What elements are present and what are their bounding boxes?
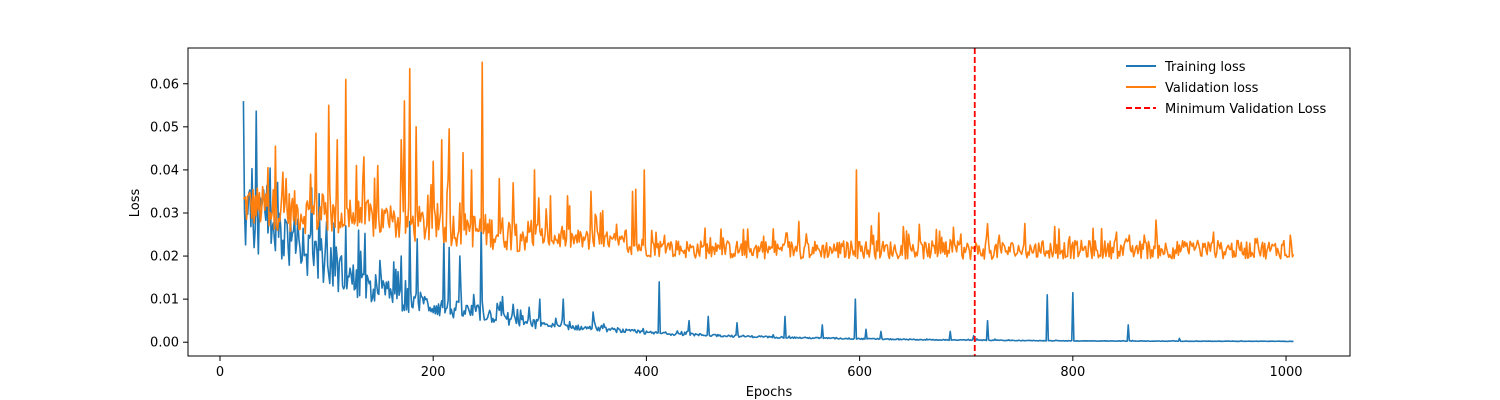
y-tick-label: 0.06 [150,77,179,92]
y-axis-label: Loss [128,189,143,218]
x-axis: 0 200 400 600 800 1000 [216,356,1303,380]
y-tick-label: 0.02 [150,250,179,265]
x-tick-label: 1000 [1269,365,1302,380]
legend-label-validation: Validation loss [1165,81,1259,96]
legend: Training loss Validation loss Minimum Va… [1126,60,1326,117]
x-tick-label: 200 [421,365,446,380]
y-tick-label: 0.04 [150,163,179,178]
plot-area [188,48,1350,356]
series-layer [242,48,1295,356]
y-tick-label: 0.01 [150,293,179,308]
y-tick-label: 0.05 [150,120,179,135]
x-axis-label: Epochs [746,385,793,400]
y-axis: 0.00 0.01 0.02 0.03 0.04 0.05 0.06 [150,77,188,351]
y-tick-label: 0.03 [150,206,179,221]
legend-label-training: Training loss [1164,60,1246,75]
series-line-validation [242,61,1295,261]
series-line-training [242,101,1294,343]
x-tick-label: 600 [847,365,872,380]
legend-label-minimum-validation-loss: Minimum Validation Loss [1165,102,1326,117]
x-tick-label: 400 [634,365,659,380]
y-tick-label: 0.00 [150,336,179,351]
axes-frame [187,47,1351,357]
x-tick-label: 0 [216,365,224,380]
x-tick-label: 800 [1060,365,1085,380]
